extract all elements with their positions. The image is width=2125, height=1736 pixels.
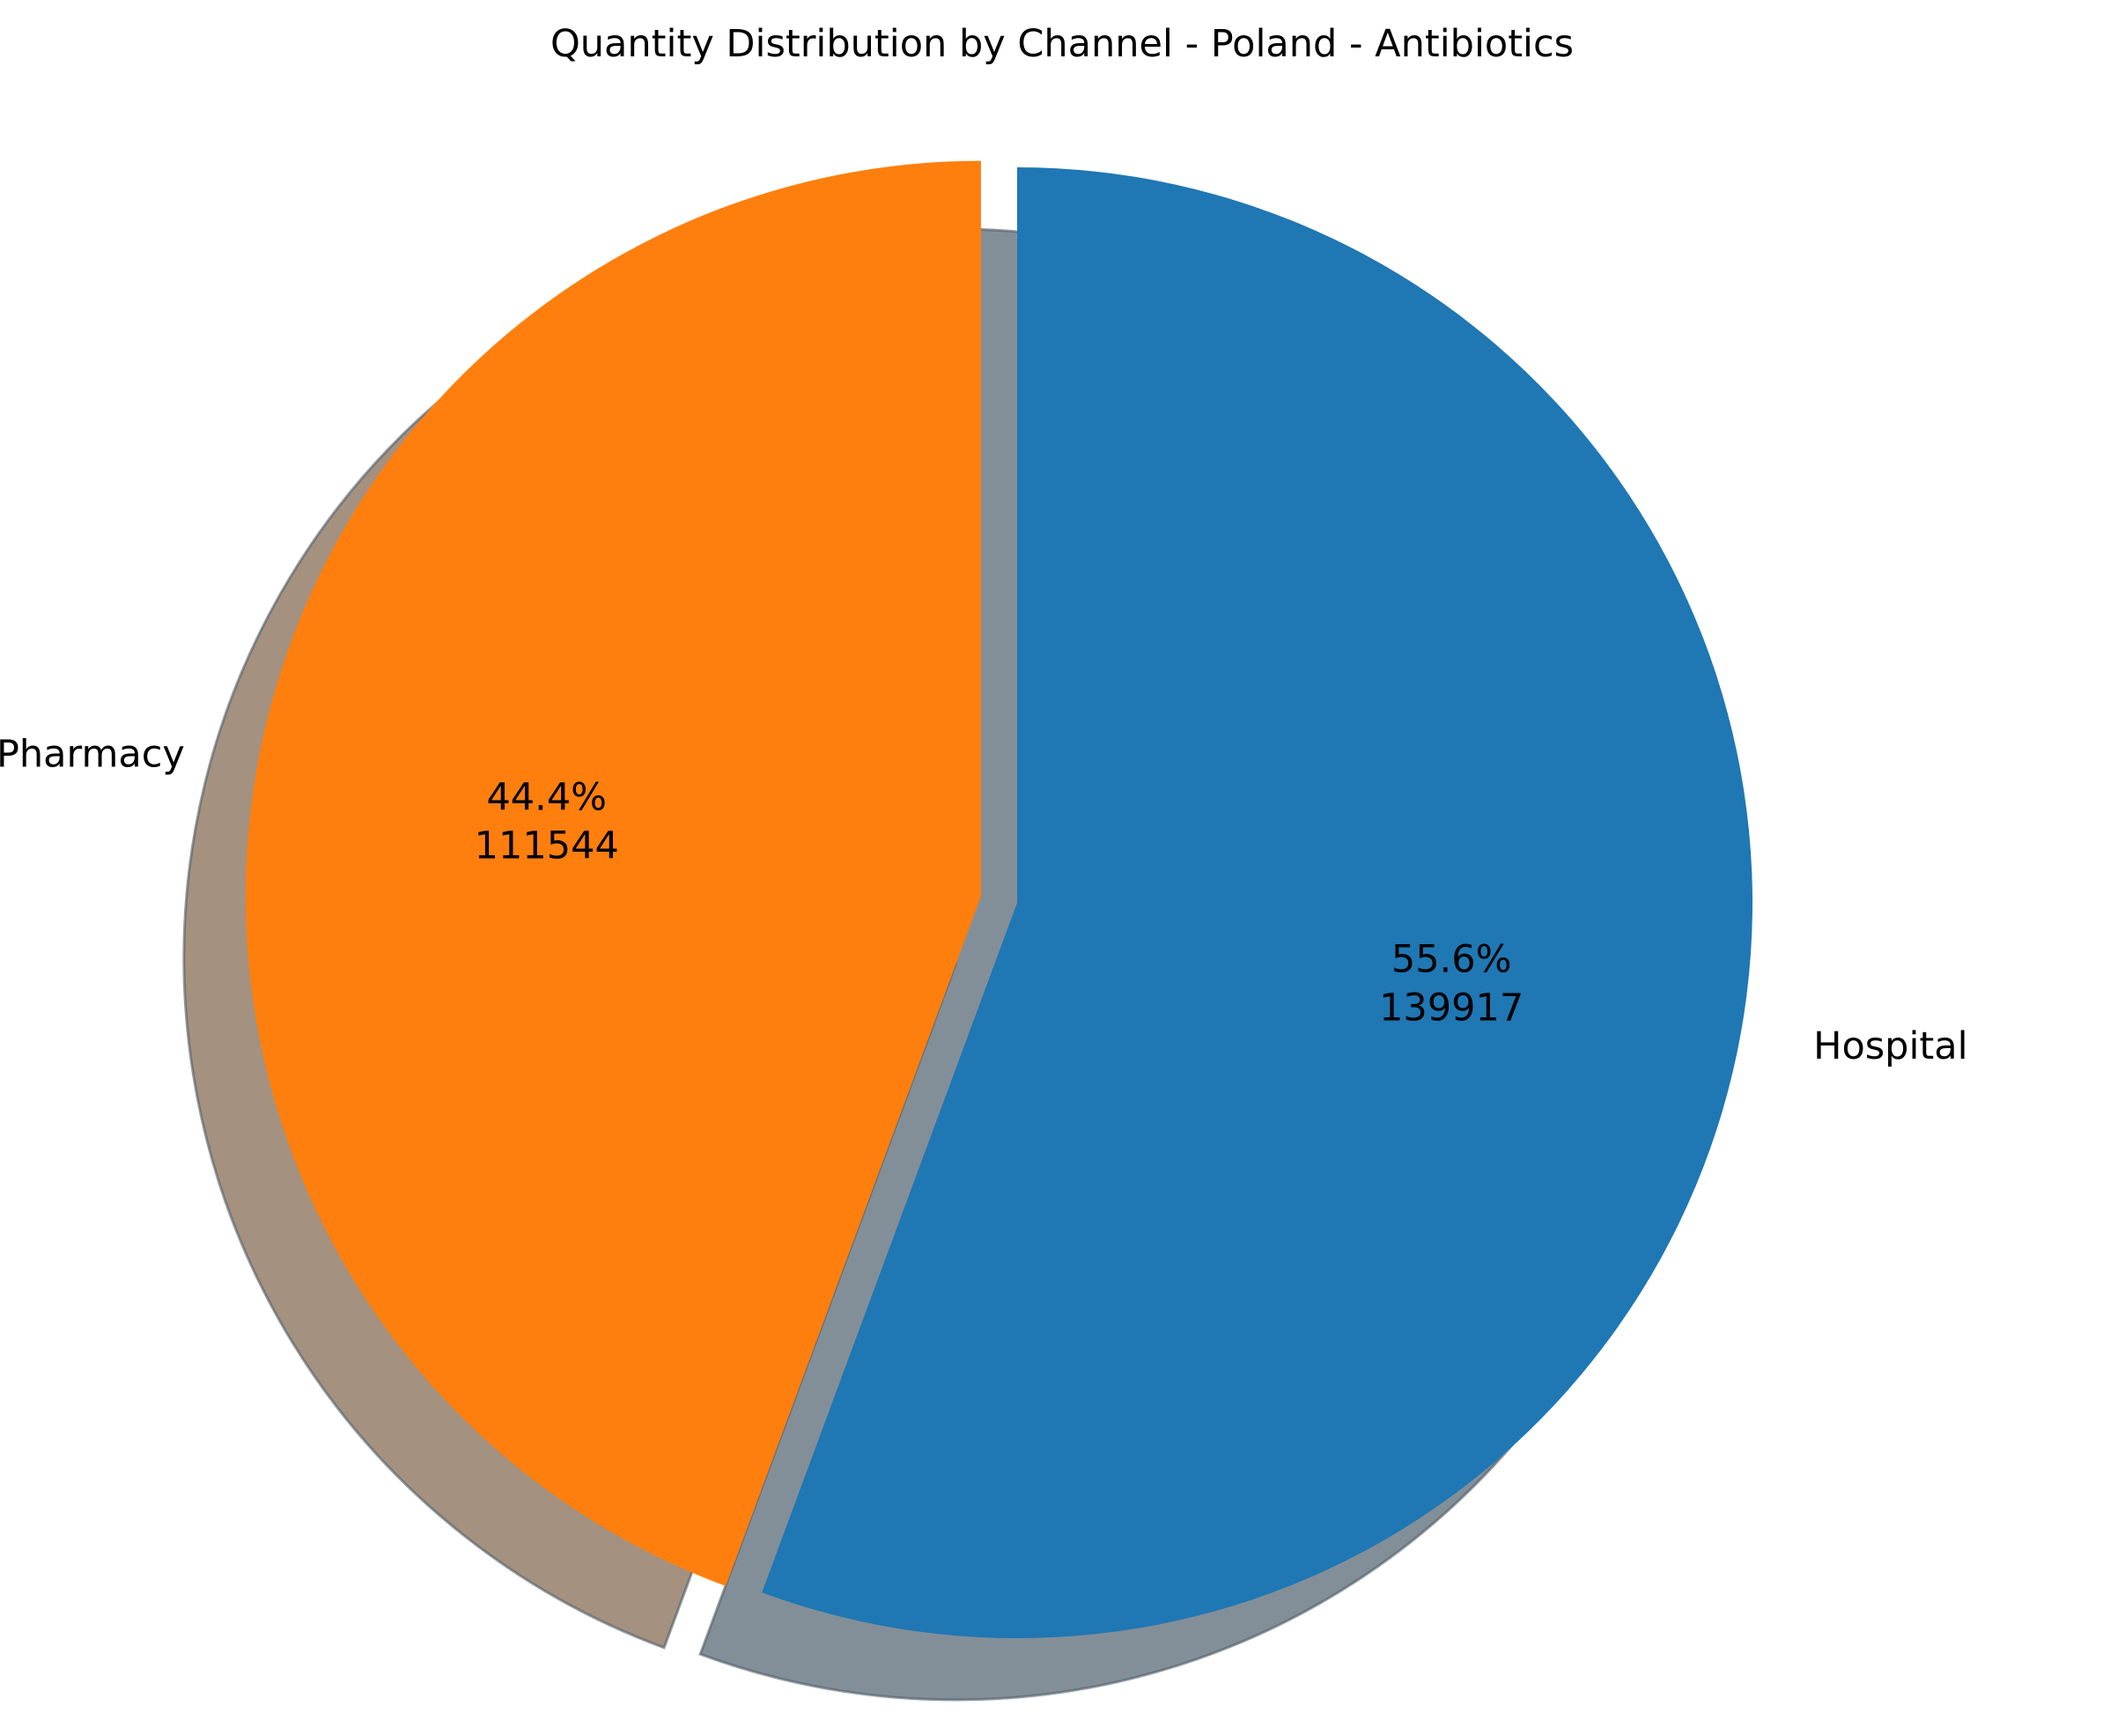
chart-title: Quantity Distribution by Channel - Polan… [550, 22, 1574, 66]
slice-value-hospital: 139917 [1379, 986, 1524, 1030]
slice-percent-pharmacy: 44.4% [486, 775, 607, 819]
pie-slice-hospital [762, 167, 1752, 1638]
slice-value-pharmacy: 111544 [475, 824, 619, 868]
pie-slice-pharmacy [245, 160, 981, 1586]
slice-label-pharmacy: Pharmacy [0, 733, 185, 777]
slice-layer [245, 160, 1752, 1638]
slice-label-hospital: Hospital [1813, 1024, 1967, 1068]
label-layer: Hospital 55.6% 139917 Pharmacy 44.4% 111544 [0, 733, 1968, 1068]
slice-percent-hospital: 55.6% [1391, 937, 1512, 981]
